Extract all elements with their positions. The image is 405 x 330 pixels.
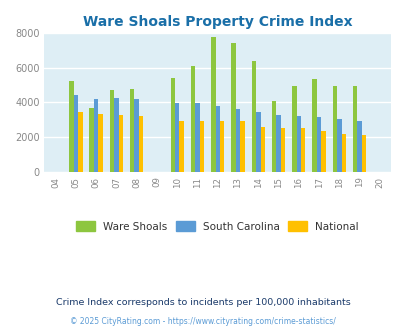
Bar bbox=[199, 120, 204, 172]
Bar bbox=[118, 115, 123, 172]
Bar bbox=[320, 131, 325, 172]
Bar bbox=[311, 79, 316, 172]
Bar bbox=[139, 116, 143, 172]
Bar bbox=[356, 120, 361, 172]
Bar bbox=[89, 109, 94, 172]
Bar bbox=[211, 37, 215, 172]
Bar bbox=[220, 121, 224, 172]
Bar bbox=[235, 109, 240, 172]
Bar bbox=[73, 95, 78, 172]
Bar bbox=[251, 61, 256, 172]
Bar bbox=[195, 103, 199, 172]
Bar bbox=[179, 120, 183, 172]
Bar bbox=[336, 119, 341, 172]
Bar bbox=[361, 135, 365, 172]
Bar bbox=[215, 106, 220, 172]
Bar bbox=[291, 86, 296, 172]
Bar bbox=[332, 86, 336, 172]
Text: Crime Index corresponds to incidents per 100,000 inhabitants: Crime Index corresponds to incidents per… bbox=[55, 298, 350, 307]
Bar bbox=[175, 103, 179, 172]
Bar bbox=[130, 89, 134, 172]
Bar bbox=[240, 121, 244, 172]
Bar bbox=[256, 112, 260, 172]
Bar bbox=[271, 101, 276, 172]
Bar bbox=[300, 128, 305, 172]
Bar bbox=[352, 86, 356, 172]
Bar bbox=[134, 99, 139, 172]
Bar bbox=[78, 112, 82, 172]
Bar bbox=[190, 66, 195, 172]
Text: © 2025 CityRating.com - https://www.cityrating.com/crime-statistics/: © 2025 CityRating.com - https://www.city… bbox=[70, 317, 335, 326]
Bar bbox=[231, 43, 235, 172]
Bar bbox=[341, 134, 345, 172]
Bar bbox=[316, 117, 320, 172]
Bar bbox=[276, 115, 280, 172]
Bar bbox=[260, 127, 264, 172]
Legend: Ware Shoals, South Carolina, National: Ware Shoals, South Carolina, National bbox=[76, 221, 358, 232]
Bar bbox=[94, 99, 98, 172]
Bar bbox=[98, 115, 102, 172]
Bar bbox=[109, 90, 114, 172]
Bar bbox=[69, 81, 73, 172]
Title: Ware Shoals Property Crime Index: Ware Shoals Property Crime Index bbox=[83, 15, 352, 29]
Bar bbox=[170, 78, 175, 172]
Bar bbox=[280, 128, 285, 172]
Bar bbox=[114, 98, 118, 172]
Bar bbox=[296, 116, 300, 172]
